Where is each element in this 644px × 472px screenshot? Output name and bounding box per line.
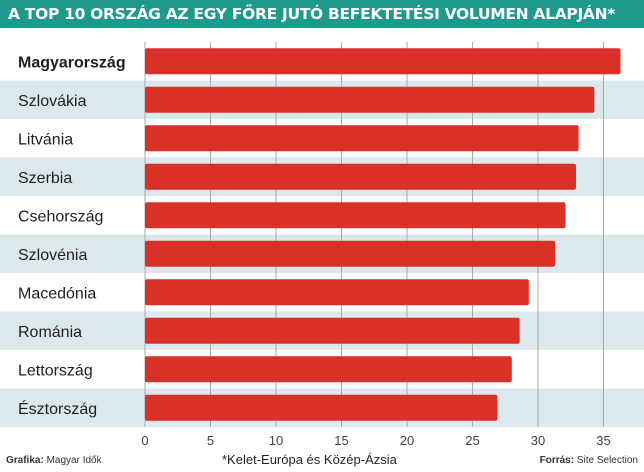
category-label: Litvánia: [18, 131, 73, 148]
x-tick-label: 20: [400, 433, 414, 448]
bar: [145, 317, 520, 344]
bar: [145, 163, 576, 190]
category-labels: Magyarország Szlovákia Litvánia Szerbia Cseh…: [18, 54, 126, 418]
source-credit: Forrás: Site Selection: [540, 455, 638, 466]
bar: [145, 394, 498, 421]
graphic-credit-value: Magyar Idők: [46, 455, 102, 466]
chart-title: A TOP 10 ORSZÁG AZ EGY FŐRE JUTÓ BEFEKTE…: [8, 5, 616, 23]
bar: [145, 279, 529, 306]
graphic-credit: Grafika: Magyar Idők: [6, 455, 102, 466]
bar: [145, 48, 621, 75]
category-label: Románia: [18, 324, 82, 341]
footnote: *Kelet-Európa és Közép-Ázsia: [222, 452, 397, 467]
x-tick-label: 25: [465, 433, 479, 448]
source-credit-label: Forrás:: [539, 455, 575, 466]
graphic-credit-label: Grafika:: [6, 455, 44, 466]
bar: [145, 125, 579, 152]
category-label: Macedónia: [18, 285, 96, 302]
bars: [145, 48, 621, 421]
bar-chart: Magyarország Szlovákia Litvánia Szerbia Cseh…: [0, 42, 644, 448]
x-axis-ticks: 0 5 10 15 20 25 30 35: [141, 433, 610, 448]
category-label: Szlovénia: [18, 247, 87, 264]
source-credit-value: Site Selection: [576, 455, 638, 466]
x-tick-label: 30: [531, 433, 545, 448]
bar: [145, 240, 556, 267]
x-tick-label: 35: [596, 433, 610, 448]
bar: [145, 202, 566, 229]
category-label: Magyarország: [18, 54, 126, 71]
x-tick-label: 10: [269, 433, 283, 448]
x-tick-label: 5: [207, 433, 214, 448]
x-tick-label: 15: [334, 433, 348, 448]
title-bar: A TOP 10 ORSZÁG AZ EGY FŐRE JUTÓ BEFEKTE…: [0, 0, 644, 28]
category-label: Csehország: [18, 208, 103, 225]
category-label: Észtország: [18, 399, 97, 418]
category-label: Szlovákia: [18, 93, 87, 110]
bar: [145, 86, 595, 113]
bar: [145, 356, 512, 383]
x-tick-label: 0: [141, 433, 148, 448]
category-label: Szerbia: [18, 170, 72, 187]
category-label: Lettország: [18, 362, 93, 379]
